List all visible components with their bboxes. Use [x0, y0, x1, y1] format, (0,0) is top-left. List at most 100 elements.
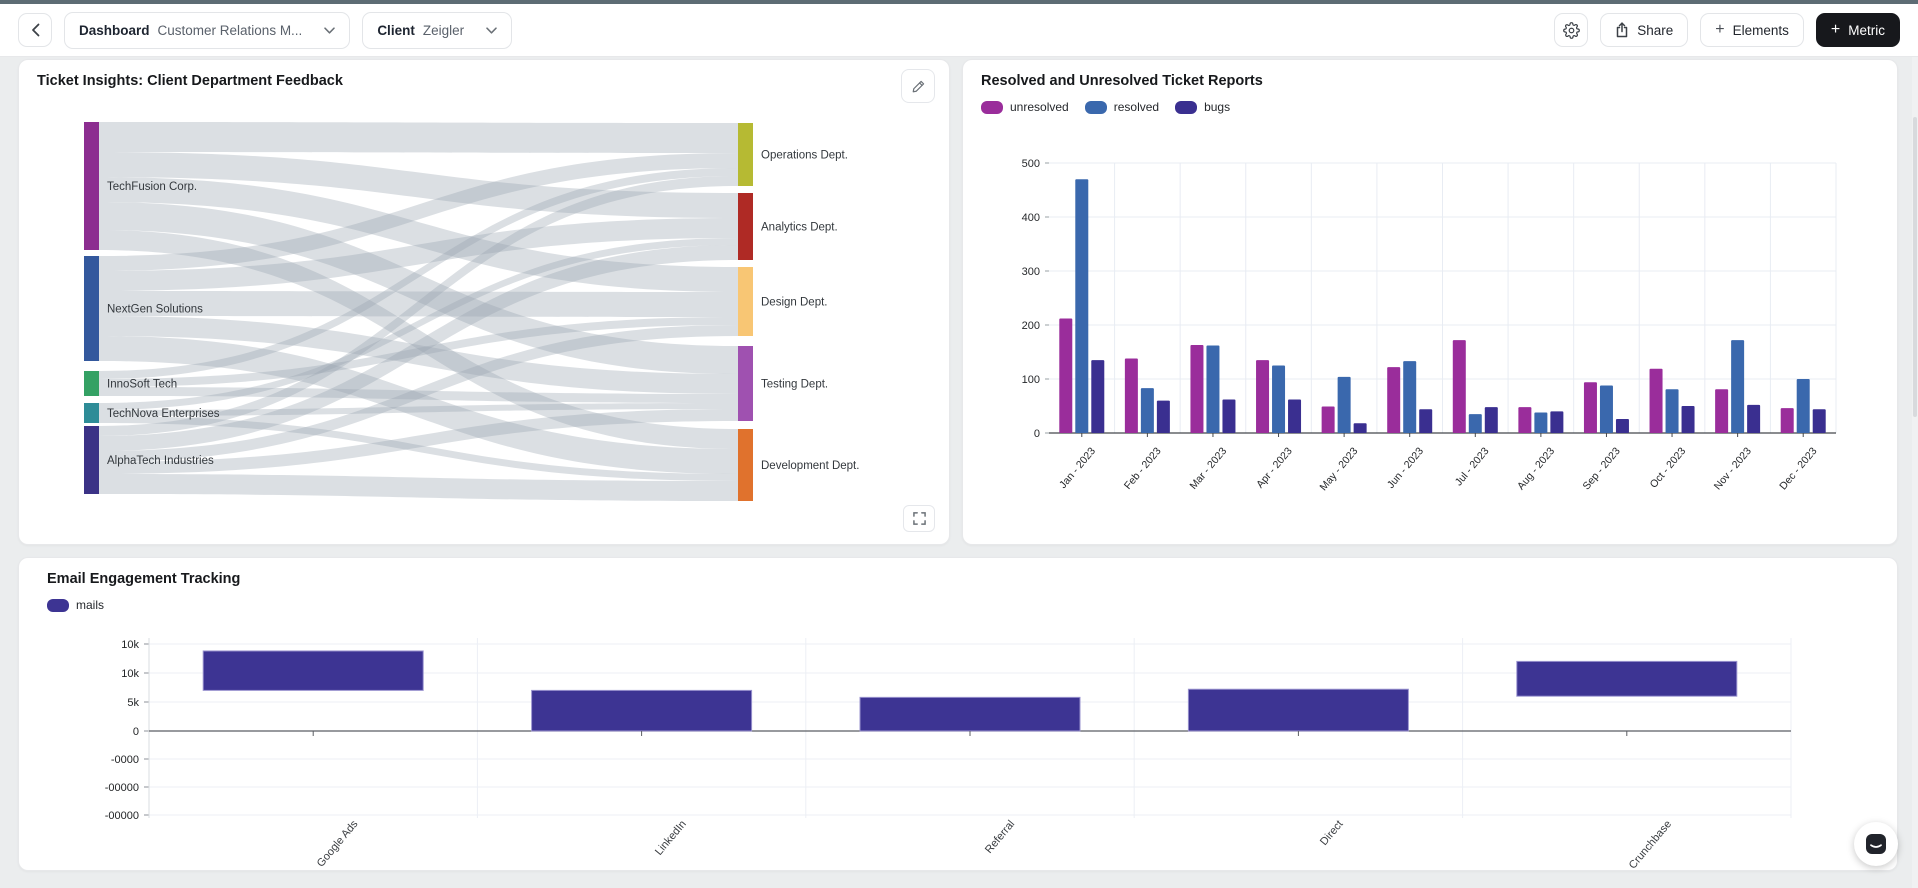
- bar-resolved[interactable]: [1665, 389, 1679, 433]
- panel-title: Resolved and Unresolved Ticket Reports: [981, 73, 1263, 89]
- bar-resolved[interactable]: [1731, 340, 1745, 433]
- sankey-target-node[interactable]: [738, 429, 753, 501]
- sankey-link[interactable]: [99, 122, 738, 153]
- bar-unresolved[interactable]: [1518, 407, 1532, 433]
- bar-mails[interactable]: [859, 696, 1081, 732]
- bar-resolved[interactable]: [1272, 365, 1286, 434]
- bar-resolved[interactable]: [1140, 388, 1154, 433]
- chat-bubble-icon: [1866, 834, 1886, 854]
- bar-resolved[interactable]: [1403, 361, 1417, 433]
- bar-bugs[interactable]: [1812, 409, 1826, 433]
- sankey-link[interactable]: [99, 403, 738, 416]
- bar-bugs[interactable]: [1353, 423, 1367, 433]
- x-tick-label: Feb - 2023: [1122, 445, 1164, 492]
- x-tick-label: Jun - 2023: [1385, 445, 1426, 491]
- sankey-link[interactable]: [99, 245, 738, 451]
- bar-unresolved[interactable]: [1649, 368, 1663, 433]
- bar-resolved[interactable]: [1599, 385, 1613, 433]
- legend-item-bugs[interactable]: bugs: [1175, 100, 1230, 114]
- bar-unresolved[interactable]: [1583, 382, 1597, 433]
- metric-button[interactable]: + Metric: [1815, 13, 1900, 47]
- legend-swatch: [1084, 100, 1107, 114]
- bar-mails[interactable]: [1516, 660, 1738, 697]
- bar-resolved[interactable]: [1337, 376, 1351, 433]
- legend-swatch: [47, 598, 69, 612]
- sankey-link[interactable]: [99, 218, 738, 291]
- sankey-link[interactable]: [99, 316, 738, 394]
- bar-bugs[interactable]: [1288, 399, 1302, 433]
- bar-resolved[interactable]: [1206, 345, 1220, 433]
- scrollbar[interactable]: [1912, 57, 1918, 888]
- settings-button[interactable]: [1554, 13, 1589, 47]
- dashboard-selector[interactable]: Dashboard Customer Relations M...: [64, 11, 351, 49]
- sankey-link[interactable]: [99, 474, 738, 501]
- bar-resolved[interactable]: [1468, 414, 1482, 433]
- x-tick-label: Jan - 2023: [1057, 445, 1098, 491]
- sankey-link[interactable]: [99, 387, 738, 403]
- bar-resolved[interactable]: [1796, 379, 1810, 433]
- sankey-link[interactable]: [99, 153, 738, 271]
- sankey-target-node[interactable]: [738, 193, 753, 260]
- back-button[interactable]: [18, 13, 52, 47]
- bar-bugs[interactable]: [1681, 406, 1695, 433]
- bar-unresolved[interactable]: [1256, 360, 1270, 433]
- bar-bugs[interactable]: [1156, 400, 1170, 433]
- bar-bugs[interactable]: [1747, 404, 1761, 433]
- sankey-link[interactable]: [99, 202, 738, 374]
- sankey-source-node[interactable]: [84, 256, 99, 361]
- bar-mails[interactable]: [202, 650, 424, 691]
- sankey-target-node[interactable]: [738, 346, 753, 421]
- bar-mails[interactable]: [531, 689, 753, 732]
- bar-bugs[interactable]: [1615, 418, 1629, 433]
- bar-resolved[interactable]: [1075, 179, 1089, 433]
- bar-unresolved[interactable]: [1124, 358, 1138, 433]
- fullscreen-button[interactable]: [903, 505, 935, 532]
- bar-unresolved[interactable]: [1321, 406, 1335, 433]
- bar-unresolved[interactable]: [1452, 340, 1466, 433]
- share-button[interactable]: Share: [1600, 13, 1689, 47]
- sankey-source-node[interactable]: [84, 122, 99, 250]
- legend-item-mails[interactable]: mails: [47, 598, 104, 612]
- toolbar-right: Share + Elements + Metric: [1554, 13, 1900, 47]
- sankey-link[interactable]: [99, 325, 738, 462]
- legend-item-resolved[interactable]: resolved: [1084, 100, 1159, 114]
- legend-item-unresolved[interactable]: unresolved: [981, 100, 1069, 114]
- sankey-link[interactable]: [99, 317, 738, 387]
- sankey-link[interactable]: [99, 409, 738, 474]
- sankey-link[interactable]: [99, 416, 738, 481]
- scrollbar-thumb[interactable]: [1913, 117, 1917, 417]
- chevron-left-icon: [31, 23, 39, 37]
- sankey-target-node[interactable]: [738, 123, 753, 186]
- bar-unresolved[interactable]: [1190, 344, 1204, 433]
- sankey-link[interactable]: [99, 291, 738, 317]
- bar-unresolved[interactable]: [1387, 367, 1401, 433]
- sankey-link[interactable]: [99, 176, 738, 436]
- bar-bugs[interactable]: [1484, 407, 1498, 433]
- client-selector[interactable]: Client Zeigler: [362, 11, 513, 49]
- sankey-link[interactable]: [99, 152, 738, 218]
- bar-resolved[interactable]: [1534, 412, 1548, 433]
- sankey-source-node[interactable]: [84, 371, 99, 396]
- sankey-link[interactable]: [99, 336, 738, 474]
- sankey-link[interactable]: [99, 168, 738, 379]
- x-tick-label: Dec - 2023: [1777, 445, 1819, 492]
- bar-bugs[interactable]: [1091, 360, 1105, 433]
- bar-unresolved[interactable]: [1059, 318, 1073, 433]
- sankey-target-node[interactable]: [738, 267, 753, 336]
- sankey-link[interactable]: [99, 238, 738, 410]
- bar-bugs[interactable]: [1419, 409, 1433, 433]
- bar-bugs[interactable]: [1550, 411, 1564, 433]
- bar-bugs[interactable]: [1222, 399, 1236, 433]
- y-tick-label: 400: [1022, 212, 1040, 224]
- sankey-node-label: Operations Dept.: [761, 150, 848, 162]
- sankey-link[interactable]: [99, 230, 738, 449]
- sankey-source-node[interactable]: [84, 426, 99, 494]
- sankey-source-node[interactable]: [84, 403, 99, 423]
- chat-widget-button[interactable]: [1854, 822, 1898, 866]
- bar-unresolved[interactable]: [1715, 389, 1729, 433]
- bar-unresolved[interactable]: [1780, 408, 1794, 433]
- sankey-link[interactable]: [99, 177, 738, 292]
- edit-widget-button[interactable]: [901, 69, 935, 103]
- elements-button[interactable]: + Elements: [1700, 13, 1804, 47]
- bar-mails[interactable]: [1187, 688, 1409, 732]
